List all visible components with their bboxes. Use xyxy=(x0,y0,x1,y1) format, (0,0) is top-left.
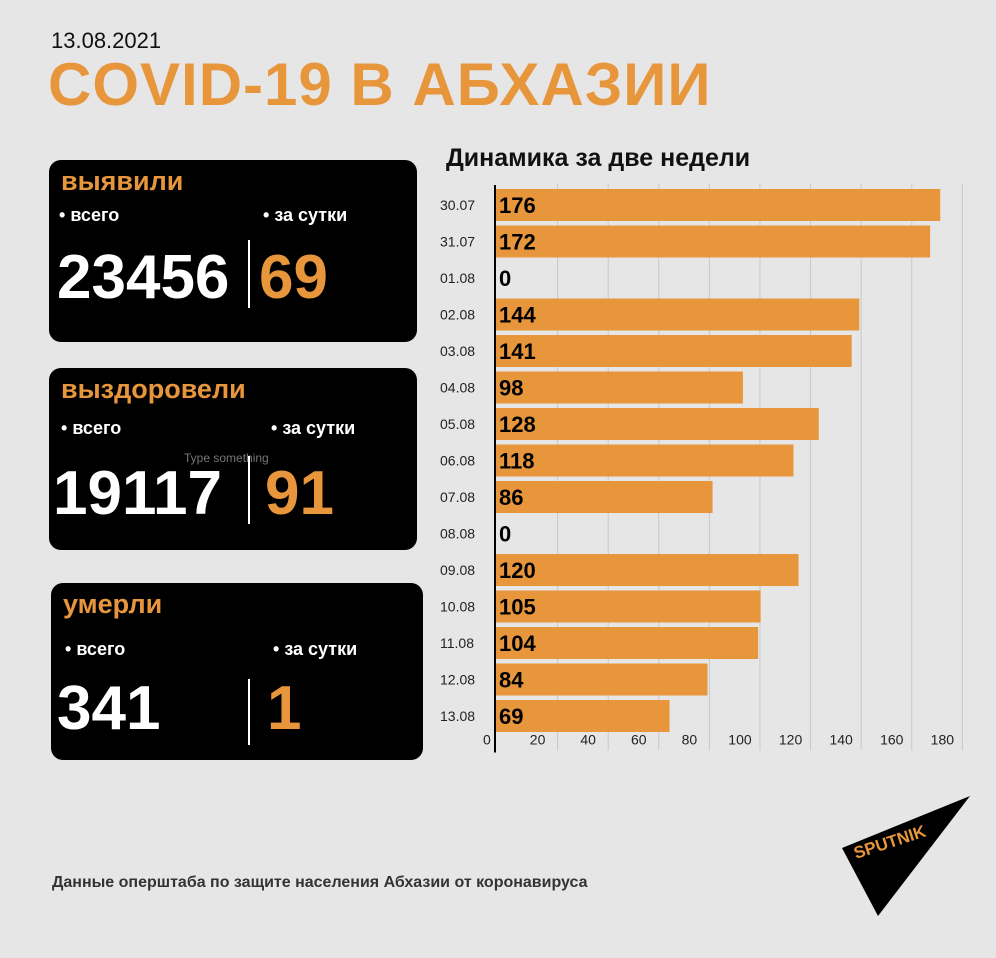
bar xyxy=(495,700,670,732)
bar xyxy=(495,298,860,331)
data-label: 69 xyxy=(499,704,523,729)
data-label: 105 xyxy=(499,595,536,620)
category-label: 01.08 xyxy=(440,270,475,286)
data-label: 176 xyxy=(499,193,536,218)
x-tick-label: 180 xyxy=(931,732,955,748)
source-note: Данные оперштаба по защите населения Абх… xyxy=(52,874,588,891)
card-detected: выявили всего за сутки 23456 69 xyxy=(49,160,417,342)
category-label: 12.08 xyxy=(440,672,475,688)
card-detected-total-value: 23456 xyxy=(57,243,230,312)
x-tick-label: 100 xyxy=(728,732,752,748)
category-label: 05.08 xyxy=(440,416,475,432)
card-died: умерли всего за сутки 341 1 xyxy=(51,583,423,760)
data-label: 0 xyxy=(499,522,511,547)
bar xyxy=(495,189,941,221)
card-recovered-total-value: 19117 xyxy=(53,459,222,528)
bar xyxy=(495,554,799,586)
card-recovered-heading: выздоровели xyxy=(61,374,246,404)
bar xyxy=(495,408,819,440)
category-label: 10.08 xyxy=(440,599,475,615)
data-label: 141 xyxy=(499,339,536,364)
x-tick-label: 20 xyxy=(530,732,546,748)
page-title: COVID-19 В АБХАЗИИ xyxy=(48,51,712,118)
bar xyxy=(495,627,759,659)
card-died-divider xyxy=(248,679,250,745)
card-recovered-day-value: 91 xyxy=(265,459,334,528)
category-label: 30.07 xyxy=(440,197,475,213)
card-died-total-label: всего xyxy=(65,639,125,660)
card-died-heading: умерли xyxy=(63,589,163,619)
x-tick-label: 60 xyxy=(631,732,647,748)
data-label: 118 xyxy=(499,449,535,474)
x-tick-label: 140 xyxy=(829,732,853,748)
x-tick-label: 120 xyxy=(779,732,803,748)
data-label: 98 xyxy=(499,376,523,401)
card-detected-day-value: 69 xyxy=(259,243,328,312)
card-detected-day-label: за сутки xyxy=(263,205,347,226)
data-label: 120 xyxy=(499,558,536,583)
data-label: 104 xyxy=(499,631,536,656)
data-label: 172 xyxy=(499,230,536,255)
data-label: 128 xyxy=(499,412,536,437)
card-detected-divider xyxy=(248,240,250,308)
category-label: 31.07 xyxy=(440,234,475,250)
category-label: 04.08 xyxy=(440,380,475,396)
card-recovered-divider xyxy=(248,456,250,524)
card-recovered: выздоровели всего за сутки Type somethin… xyxy=(49,368,417,550)
data-label: 84 xyxy=(499,668,524,693)
placeholder-text: Type something xyxy=(184,451,269,465)
card-recovered-day-label: за сутки xyxy=(271,418,355,439)
sputnik-logo-shape xyxy=(842,796,970,916)
category-label: 13.08 xyxy=(440,708,475,724)
data-label: 86 xyxy=(499,485,523,510)
sputnik-logo: SPUTNIK xyxy=(842,796,970,916)
bar xyxy=(495,663,708,696)
date-label: 13.08.2021 xyxy=(51,28,162,53)
bar xyxy=(495,335,852,367)
data-label: 0 xyxy=(499,266,511,291)
x-tick-label: 40 xyxy=(580,732,596,748)
card-died-total-value: 341 xyxy=(57,674,161,743)
x-tick-label: 160 xyxy=(880,732,904,748)
card-detected-heading: выявили xyxy=(61,166,184,196)
card-died-day-value: 1 xyxy=(267,674,302,743)
category-label: 06.08 xyxy=(440,453,475,469)
category-label: 09.08 xyxy=(440,562,475,578)
card-detected-total-label: всего xyxy=(59,205,119,226)
bar xyxy=(495,590,761,623)
category-label: 07.08 xyxy=(440,489,475,505)
card-died-day-label: за сутки xyxy=(273,639,357,660)
chart-title: Динамика за две недели xyxy=(446,144,751,172)
card-recovered-total-label: всего xyxy=(61,418,121,439)
x-tick-label: 0 xyxy=(483,732,491,748)
bar xyxy=(495,444,794,477)
bar xyxy=(495,481,713,513)
x-tick-label: 80 xyxy=(682,732,698,748)
data-label: 144 xyxy=(499,303,536,328)
bar xyxy=(495,371,743,404)
category-label: 03.08 xyxy=(440,343,475,359)
category-label: 08.08 xyxy=(440,526,475,542)
bar xyxy=(495,225,931,258)
category-label: 11.08 xyxy=(440,635,474,651)
category-label: 02.08 xyxy=(440,307,475,323)
